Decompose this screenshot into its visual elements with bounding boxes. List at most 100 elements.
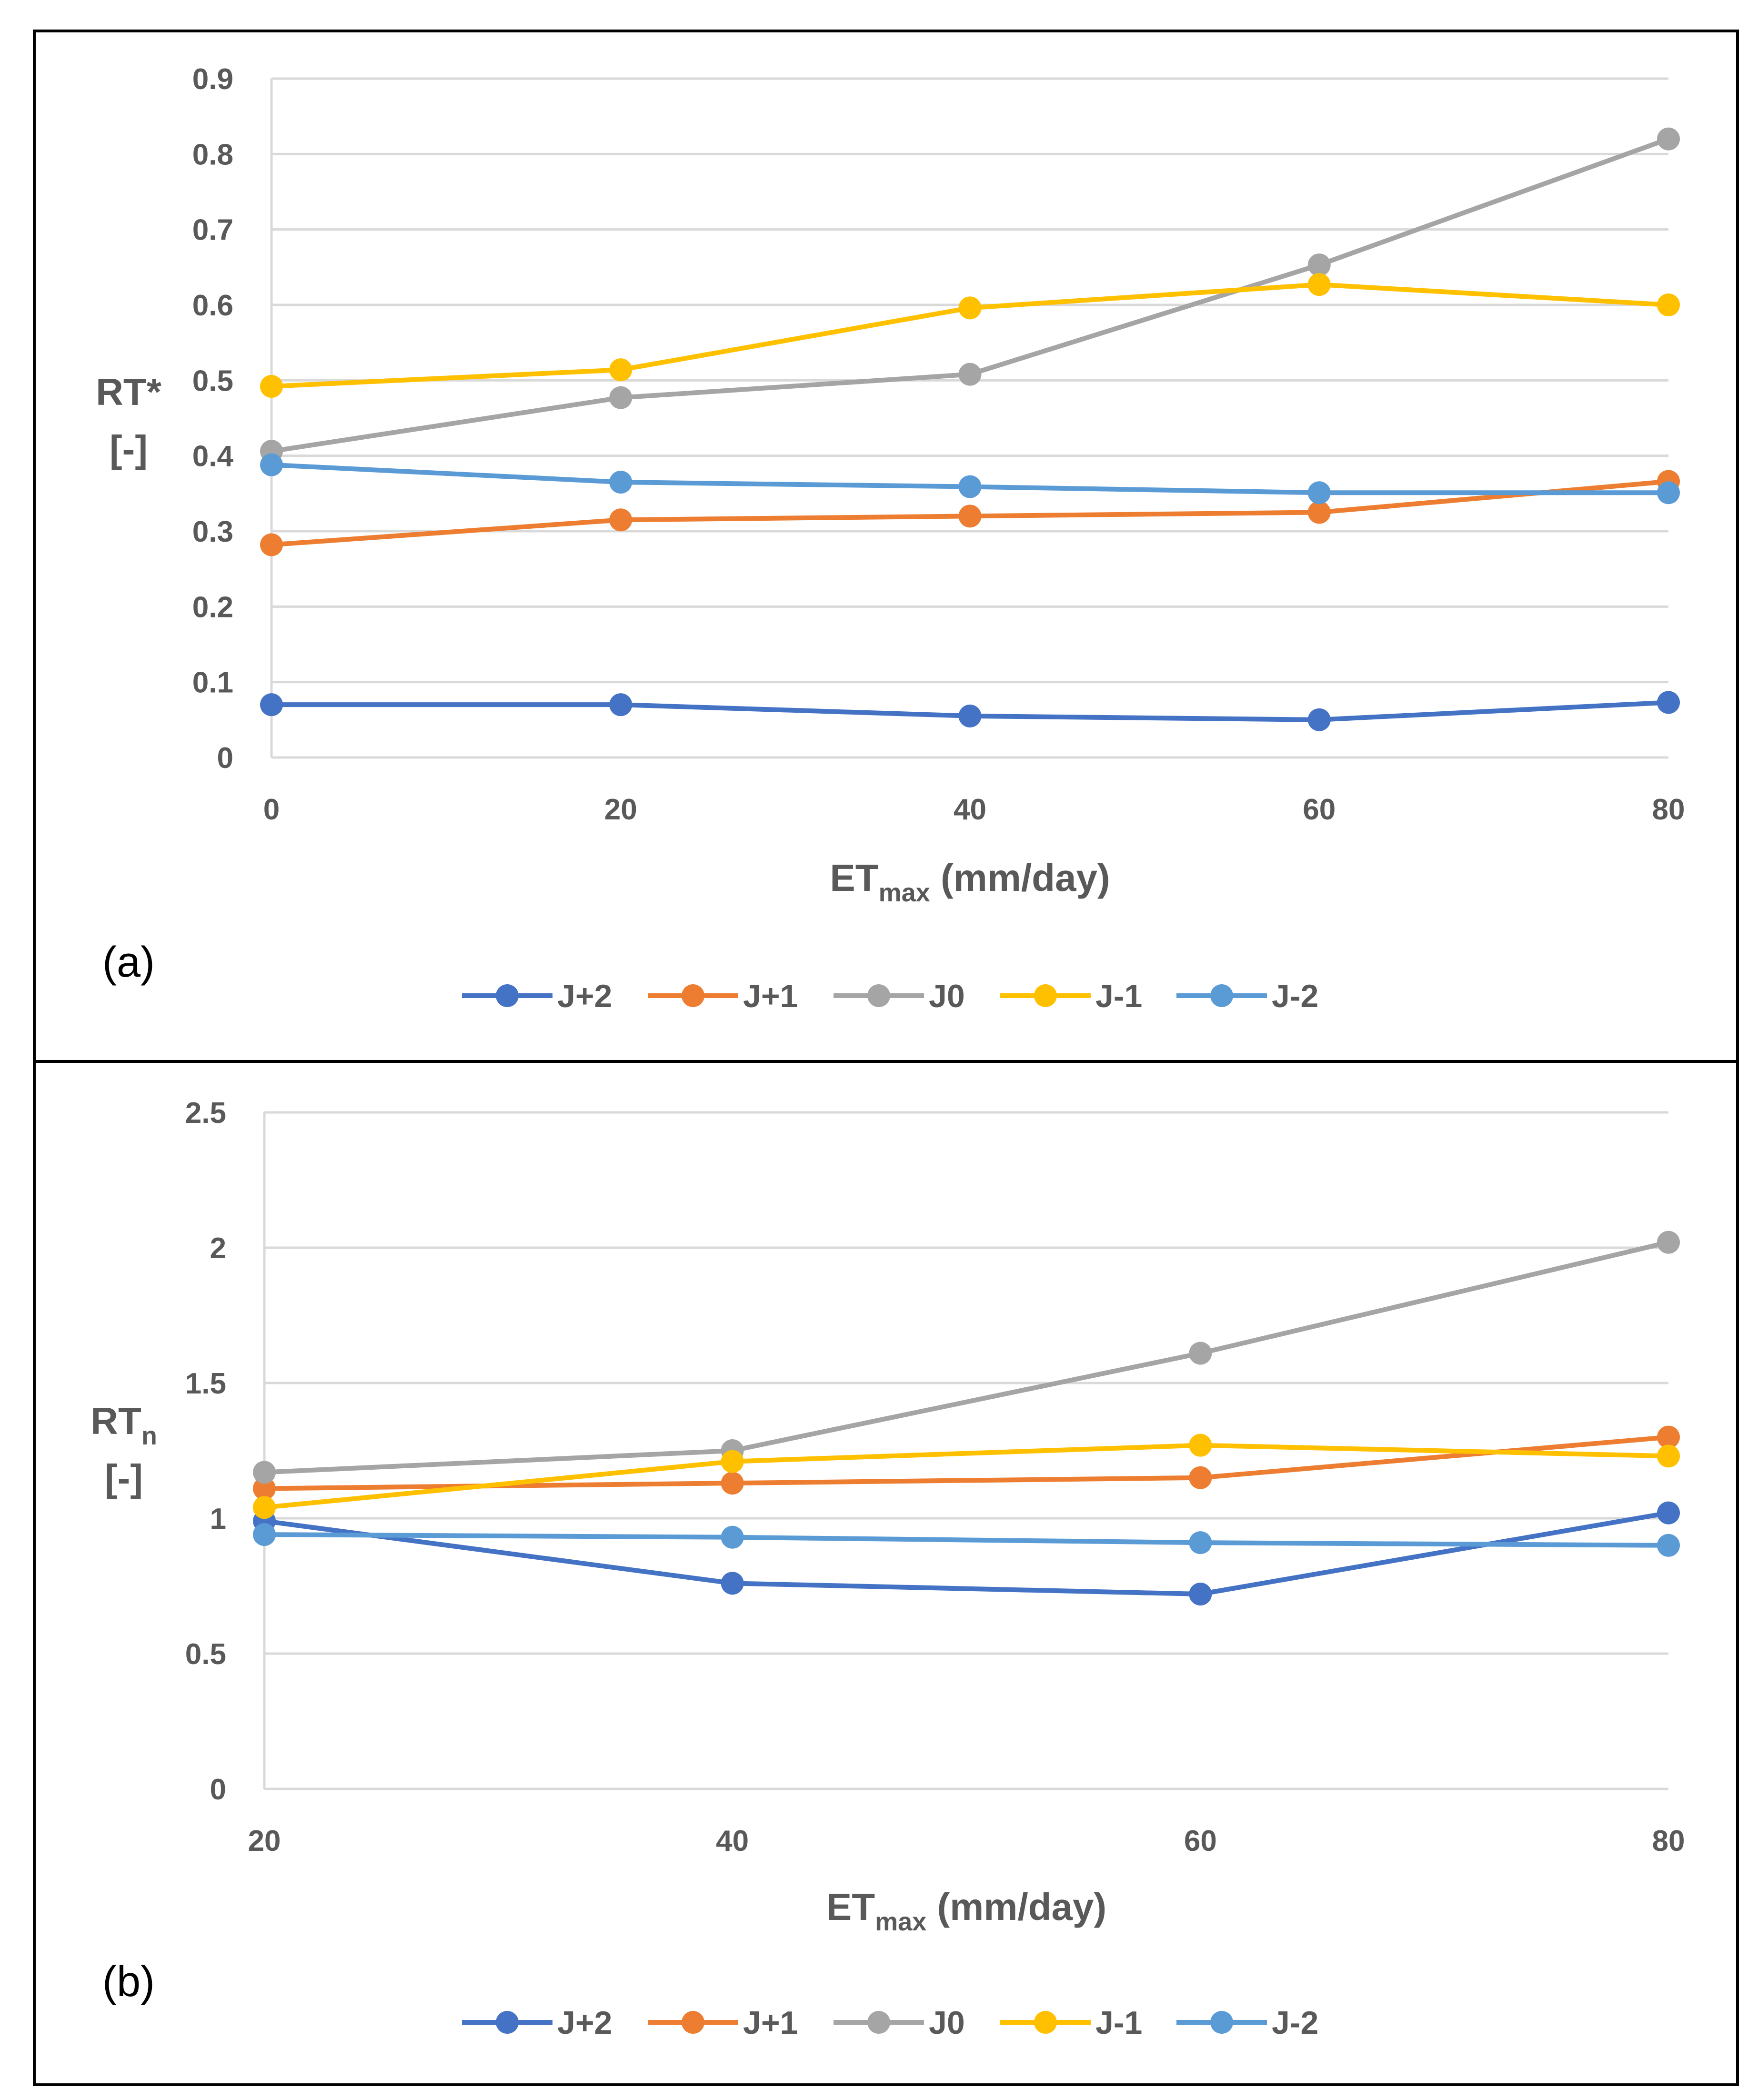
data-point-J+2 <box>1657 1501 1680 1525</box>
legend-marker-J0 <box>867 984 890 1007</box>
x-tick-label: 80 <box>1652 1825 1685 1858</box>
legend-marker-J0 <box>867 2011 890 2034</box>
data-point-J0 <box>609 386 633 409</box>
x-axis-label: ETmax (mm/day) <box>826 1886 1106 1936</box>
data-point-J-1 <box>1657 1444 1680 1468</box>
panel-b-border <box>33 1060 1739 2086</box>
y-tick-label: 0.1 <box>192 666 233 699</box>
y-tick-label: 1 <box>210 1503 226 1535</box>
data-point-J-2 <box>721 1525 744 1549</box>
x-axis-label-main: ET <box>830 857 878 899</box>
data-point-J-1 <box>721 1450 744 1473</box>
legend-label-J-1: J-1 <box>1095 2005 1142 2041</box>
y-axis-unit: [-] <box>110 428 148 470</box>
x-axis-label-main: ET <box>826 1886 875 1928</box>
x-axis-label-rest: (mm/day) <box>926 1886 1106 1928</box>
x-tick-label: 0 <box>263 793 280 826</box>
data-point-J0 <box>1657 1231 1680 1254</box>
y-tick-label: 0.5 <box>192 364 233 397</box>
data-point-J-2 <box>958 475 982 498</box>
legend-marker-J-1 <box>1034 984 1057 1007</box>
data-point-J+2 <box>1189 1583 1212 1606</box>
data-point-J+2 <box>721 1572 744 1595</box>
legend-marker-J-2 <box>1210 984 1233 1007</box>
y-tick-label: 0.3 <box>192 515 233 548</box>
x-axis-label-sub: max <box>879 878 930 907</box>
y-tick-label: 2.5 <box>185 1097 226 1130</box>
legend-marker-J+1 <box>682 984 704 1007</box>
data-point-J0 <box>1307 253 1331 277</box>
legend-label-J-1: J-1 <box>1095 978 1142 1014</box>
legend-label-J-2: J-2 <box>1272 2005 1318 2041</box>
legend-label-J0: J0 <box>929 2005 965 2041</box>
y-axis-label-sub: n <box>141 1422 157 1450</box>
data-point-J0 <box>1189 1342 1212 1365</box>
x-tick-label: 40 <box>954 793 986 826</box>
data-point-J+1 <box>1307 501 1331 524</box>
data-point-J-1 <box>260 375 283 398</box>
y-tick-label: 0.8 <box>192 138 233 171</box>
chart-b: 0 0.5 1 1.5 2 2.5 20 40 60 80 ETmax (mm/day) RTn [-]… <box>90 1097 1685 2041</box>
x-tick-label: 60 <box>1184 1825 1217 1858</box>
legend-marker-J+2 <box>496 2011 519 2034</box>
x-tick-label: 60 <box>1303 793 1336 826</box>
data-point-J-2 <box>1657 1534 1680 1557</box>
legend-marker-J+2 <box>496 984 519 1007</box>
y-axis-unit: [-] <box>105 1457 143 1499</box>
data-point-J-2 <box>1657 481 1680 505</box>
y-tick-label: 0 <box>210 1773 226 1806</box>
legend-label-J0: J0 <box>929 978 965 1014</box>
y-tick-label: 0.5 <box>185 1638 226 1671</box>
chart-a: 0 0.1 0.2 0.3 0.4 0.5 0.6 0.7 0.8 0.9 0 20 40 60 80 ETm… <box>96 63 1685 1014</box>
legend-marker-J+1 <box>682 2011 704 2034</box>
data-point-J-1 <box>1189 1434 1212 1457</box>
y-tick-label: 1.5 <box>185 1367 226 1400</box>
data-point-J+2 <box>958 704 982 727</box>
y-tick-label: 0.2 <box>192 591 233 624</box>
y-tick-label: 0.6 <box>192 289 233 322</box>
series-line-J0 <box>262 1240 1671 1475</box>
y-axis-label: RTn <box>90 1400 157 1450</box>
data-point-J-2 <box>253 1523 276 1546</box>
legend-label-J+1: J+1 <box>743 978 798 1014</box>
x-tick-label: 20 <box>248 1825 281 1858</box>
data-point-J+2 <box>1657 691 1680 714</box>
data-point-J+2 <box>1307 708 1331 731</box>
data-point-J0 <box>958 363 982 386</box>
data-point-J-1 <box>609 358 633 382</box>
y-tick-label: 0 <box>217 742 233 775</box>
y-axis-label: RT* <box>96 371 162 413</box>
data-point-J-1 <box>1307 273 1331 296</box>
data-point-J+1 <box>260 533 283 556</box>
legend-marker-J-2 <box>1210 2011 1233 2034</box>
data-point-J-2 <box>260 453 283 476</box>
data-point-J+2 <box>609 693 633 717</box>
data-point-J+1 <box>958 505 982 528</box>
data-point-J-1 <box>958 296 982 320</box>
y-tick-label: 2 <box>210 1232 226 1265</box>
data-point-J-2 <box>1189 1531 1212 1555</box>
panel-label: (b) <box>102 1958 155 2006</box>
series-line-J-1 <box>262 1443 1671 1510</box>
data-point-J-1 <box>253 1496 276 1519</box>
data-point-J-2 <box>609 471 633 494</box>
legend-label-J-2: J-2 <box>1272 978 1318 1014</box>
x-axis-label-rest: (mm/day) <box>930 857 1110 899</box>
data-point-J+1 <box>1189 1466 1212 1489</box>
legend-label-J+2: J+2 <box>557 2005 612 2041</box>
y-axis-label-main: RT* <box>96 371 162 413</box>
data-point-J+1 <box>609 508 633 532</box>
legend-label-J+1: J+1 <box>743 2005 798 2041</box>
data-point-J+1 <box>1657 1425 1680 1449</box>
y-tick-label: 0.4 <box>192 440 234 473</box>
legend-marker-J-1 <box>1034 2011 1057 2034</box>
data-point-J+1 <box>253 1477 276 1500</box>
x-axis-label-sub: max <box>875 1908 926 1936</box>
x-tick-label: 80 <box>1652 793 1685 826</box>
data-point-J0 <box>253 1461 276 1484</box>
data-point-J-1 <box>1657 293 1680 316</box>
y-axis-label-main: RT <box>90 1400 141 1442</box>
data-point-J0 <box>1657 127 1680 151</box>
